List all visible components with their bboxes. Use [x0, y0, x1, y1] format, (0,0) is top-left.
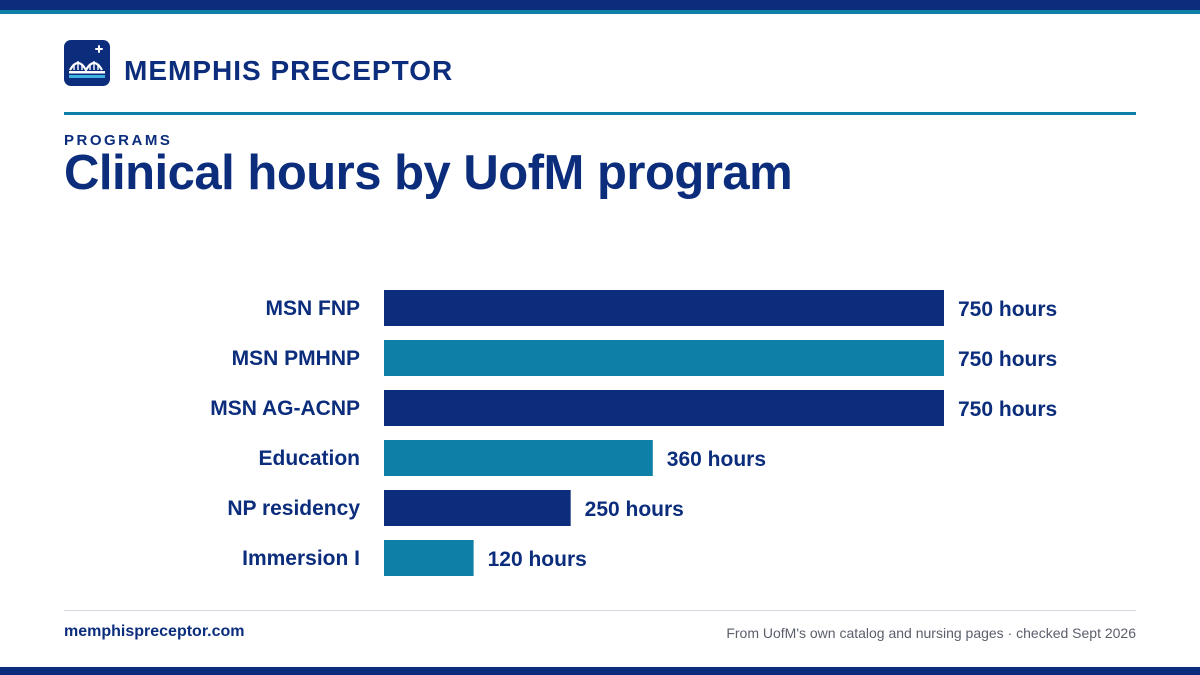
category-label: NP residency	[227, 497, 360, 520]
bar	[384, 490, 571, 526]
value-label: 120 hours	[488, 548, 587, 571]
top-bar	[0, 0, 1200, 10]
bar	[384, 540, 474, 576]
footer-divider	[64, 610, 1136, 611]
page-title: Clinical hours by UofM program	[64, 146, 793, 200]
value-label: 250 hours	[585, 498, 684, 521]
category-label: Education	[258, 447, 360, 470]
bar-chart: MSN FNP 750 hours MSN PMHNP 750 hours MSN AG…	[0, 270, 1200, 590]
category-label: MSN PMHNP	[232, 347, 360, 370]
top-bar-accent	[0, 10, 1200, 14]
value-label: 360 hours	[667, 448, 766, 471]
footer-source: From UofM's own catalog and nursing page…	[726, 625, 1136, 641]
bar	[384, 440, 653, 476]
bottom-bar	[0, 667, 1200, 675]
bar	[384, 290, 944, 326]
value-label: 750 hours	[958, 398, 1057, 421]
category-label: MSN FNP	[266, 297, 361, 320]
bridge-cross-icon	[64, 40, 110, 86]
header-divider	[64, 112, 1136, 115]
footer-url: memphispreceptor.com	[64, 623, 245, 640]
value-label: 750 hours	[958, 348, 1057, 371]
value-label: 750 hours	[958, 298, 1057, 321]
brand-name: MEMPHIS PRECEPTOR	[124, 55, 454, 86]
category-label: Immersion I	[242, 547, 360, 570]
bar-chart-svg: MSN FNP 750 hours MSN PMHNP 750 hours MSN AG…	[210, 290, 1057, 576]
bar	[384, 390, 944, 426]
section-eyebrow: PROGRAMS	[64, 132, 173, 149]
bar	[384, 340, 944, 376]
category-label: MSN AG-ACNP	[210, 397, 360, 420]
